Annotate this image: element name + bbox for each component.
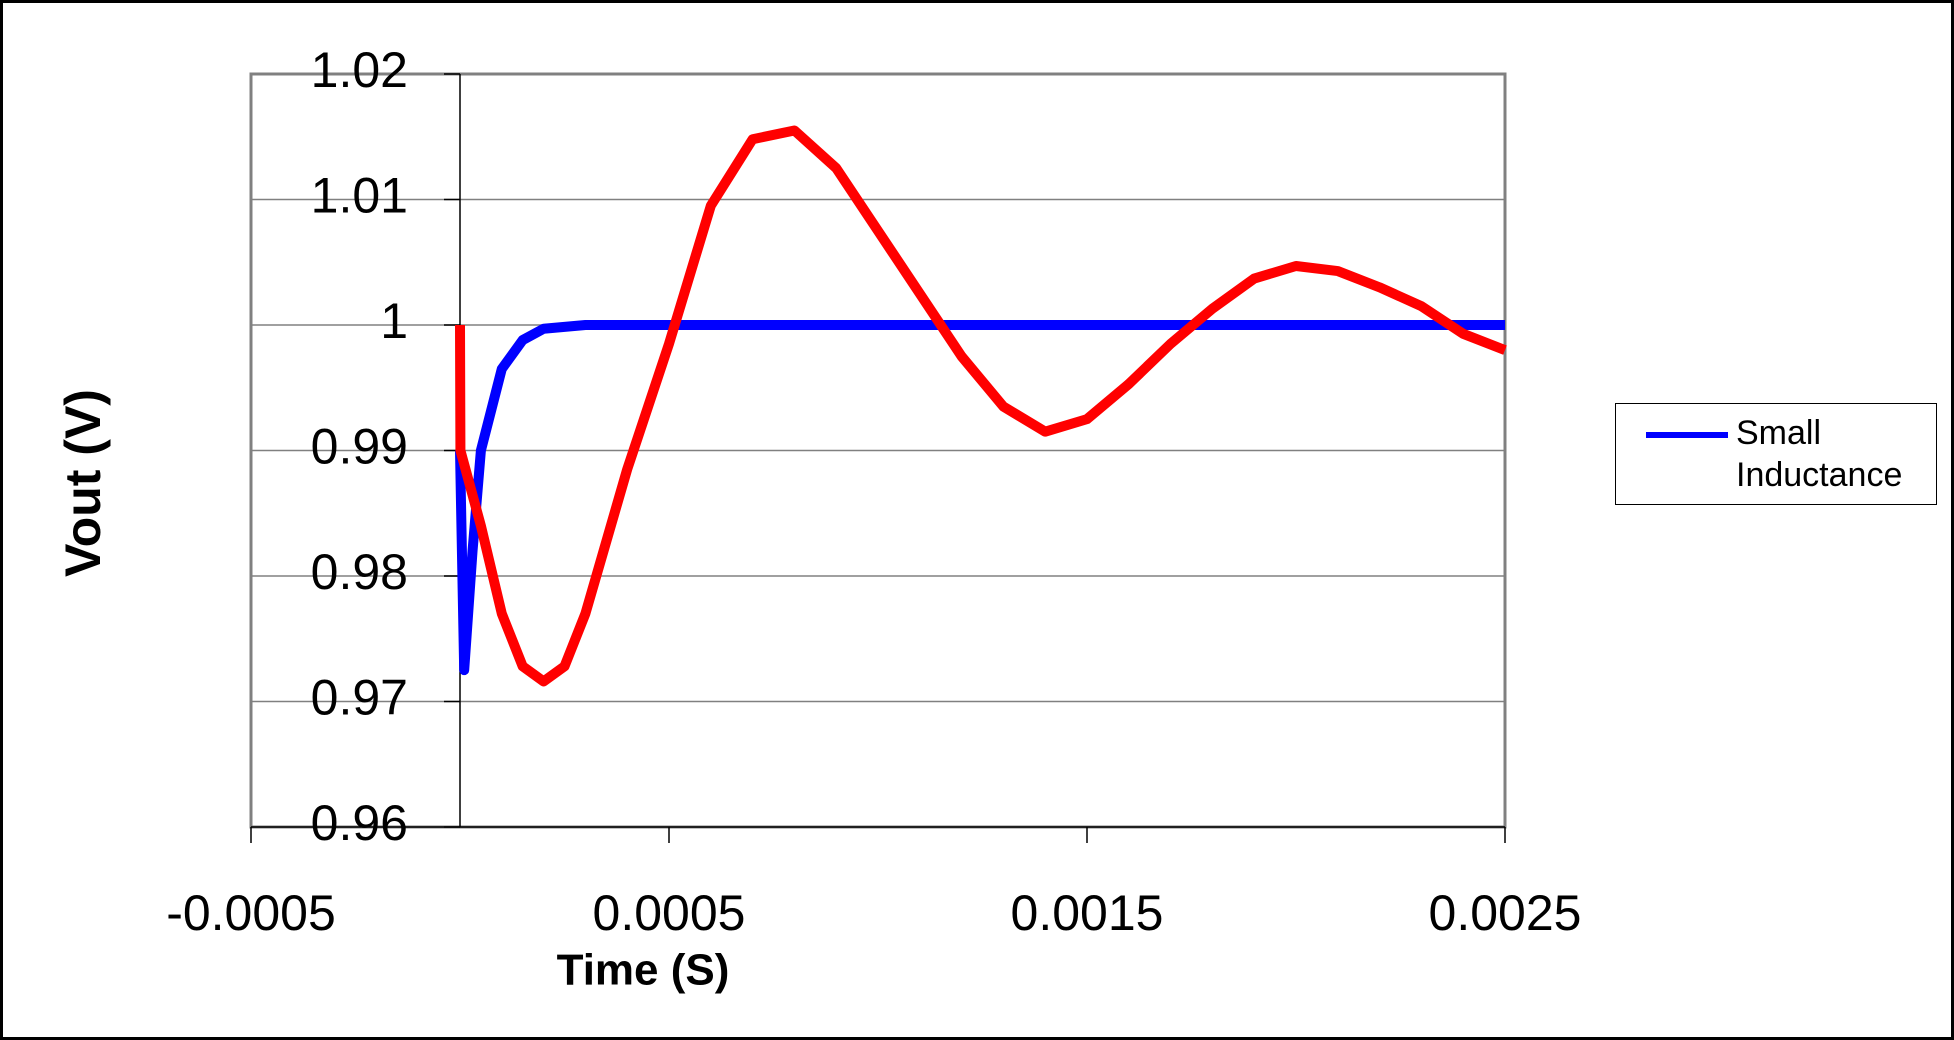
y-tick-label: 0.99 xyxy=(311,419,408,475)
x-tick-label: -0.0005 xyxy=(166,885,336,941)
series-line xyxy=(455,320,1505,676)
x-axis-title: Time (S) xyxy=(557,946,730,995)
y-tick-label: 0.98 xyxy=(311,544,408,600)
x-tick-label: 0.0015 xyxy=(1011,885,1164,941)
legend: Small Inductance xyxy=(1615,403,1937,505)
series-line xyxy=(455,125,1507,687)
x-tick-label: 0.0025 xyxy=(1429,885,1582,941)
x-tick-label: 0.0005 xyxy=(593,885,746,941)
y-axis-title: Vout (V) xyxy=(55,389,111,577)
y-tick-label: 1.02 xyxy=(311,42,408,98)
chart: Time (S) Vout (V) 0.96 0.97 0.98 0.99 1 1.01 1… xyxy=(55,42,1582,995)
y-tick-label: 0.96 xyxy=(311,795,408,851)
legend-label: Small Inductance xyxy=(1736,414,1903,494)
y-tick-label: 0.97 xyxy=(311,670,408,726)
y-tick-label: 1.01 xyxy=(311,168,408,224)
legend-swatch xyxy=(1646,432,1728,438)
y-tick-label: 1 xyxy=(380,293,408,349)
